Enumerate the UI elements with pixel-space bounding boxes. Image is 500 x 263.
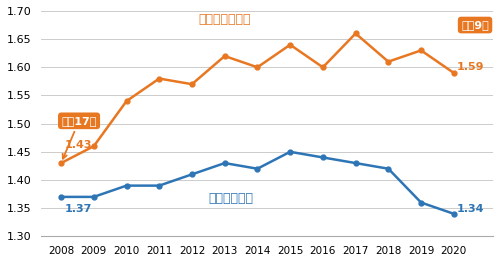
Text: 全国17位: 全国17位	[62, 116, 96, 159]
Text: 鴥取県の出生率: 鴥取県の出生率	[198, 13, 251, 26]
Text: 1.34: 1.34	[457, 204, 484, 214]
Text: 1.43: 1.43	[64, 140, 92, 150]
Text: 全国9位: 全国9位	[461, 20, 489, 30]
Text: 全国の出生率: 全国の出生率	[208, 191, 254, 205]
Text: 1.37: 1.37	[64, 204, 92, 214]
Text: 1.59: 1.59	[457, 62, 484, 72]
